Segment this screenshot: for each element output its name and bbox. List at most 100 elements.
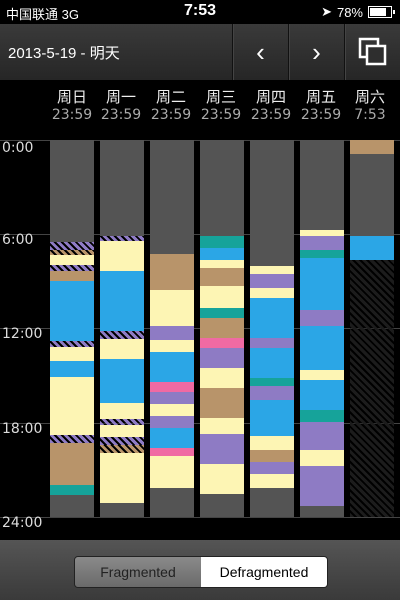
chevron-right-icon: ›: [312, 36, 321, 67]
activity-segment: [150, 140, 194, 254]
prev-day-button[interactable]: ‹: [232, 24, 288, 80]
activity-segment: [100, 236, 144, 241]
day-time: 23:59: [150, 107, 192, 123]
activity-segment: [350, 260, 394, 517]
copy-button[interactable]: [344, 24, 400, 80]
view-mode-control: Fragmented Defragmented: [74, 556, 328, 588]
activity-segment: [150, 254, 194, 290]
day-thu: 周四 23:59: [245, 80, 297, 123]
activity-segment: [250, 462, 294, 474]
activity-segment: [200, 260, 244, 268]
activity-segment: [100, 140, 144, 236]
day-timeline-column[interactable]: [50, 140, 94, 517]
activity-segment: [250, 274, 294, 288]
activity-segment: [50, 495, 94, 517]
activity-segment: [50, 443, 94, 485]
day-header: 周日 23:59 周一 23:59 周二 23:59 周三 23:59 周四 2…: [0, 80, 400, 140]
activity-segment: [300, 230, 344, 236]
day-time: 23:59: [300, 107, 342, 123]
activity-segment: [200, 464, 244, 494]
activity-segment: [250, 474, 294, 488]
activity-segment: [350, 140, 394, 154]
day-timeline-column[interactable]: [300, 140, 344, 517]
activity-segment: [300, 506, 344, 517]
activity-segment: [200, 388, 244, 418]
copy-icon: [358, 37, 386, 66]
activity-segment: [300, 140, 344, 230]
activity-segment: [150, 416, 194, 428]
activity-segment: [50, 271, 94, 281]
activity-segment: [200, 368, 244, 388]
activity-segment: [100, 359, 144, 403]
activity-segment: [150, 382, 194, 392]
status-time: 7:53: [183, 2, 217, 19]
day-timeline-column[interactable]: [350, 140, 394, 517]
activity-segment: [50, 347, 94, 361]
activity-segment: [100, 445, 144, 453]
day-sun: 周日 23:59: [46, 80, 98, 123]
battery-icon: [368, 6, 395, 18]
activity-segment: [250, 288, 294, 298]
day-time: 23:59: [200, 107, 242, 123]
activity-segment: [300, 370, 344, 380]
day-fri: 周五 23:59: [295, 80, 347, 123]
time-label: 6:00: [2, 232, 34, 248]
carrier-label: 中国联通 3G: [6, 7, 79, 22]
location-arrow-icon: ➤: [321, 4, 332, 19]
activity-segment: [150, 352, 194, 382]
activity-segment: [300, 350, 344, 370]
activity-segment: [50, 341, 94, 347]
activity-segment: [250, 436, 294, 450]
activity-segment: [150, 448, 194, 456]
activity-segment: [150, 392, 194, 404]
activity-segment: [300, 288, 344, 310]
next-day-button[interactable]: ›: [288, 24, 344, 80]
defragmented-option[interactable]: Defragmented: [201, 557, 327, 587]
activity-segment: [200, 338, 244, 348]
day-timeline-column[interactable]: [100, 140, 144, 517]
activity-segment: [150, 404, 194, 416]
day-name: 周五: [305, 89, 336, 106]
activity-segment: [150, 428, 194, 448]
fragmented-option[interactable]: Fragmented: [75, 557, 201, 587]
activity-segment: [250, 298, 294, 338]
activity-segment: [150, 456, 194, 488]
activity-segment: [250, 378, 294, 386]
day-timeline-column[interactable]: [250, 140, 294, 517]
activity-segment: [100, 271, 144, 331]
battery-percent: 78%: [336, 4, 363, 20]
activity-segment: [100, 425, 144, 437]
activity-segment: [150, 326, 194, 340]
activity-segment: [200, 236, 244, 248]
activity-segment: [50, 250, 94, 255]
day-wed: 周三 23:59: [195, 80, 247, 123]
day-name: 周四: [255, 89, 286, 106]
timeline-grid: 0:00 6:00 12:00 18:00 24:00: [0, 140, 400, 531]
activity-segment: [100, 419, 144, 425]
activity-segment: [200, 308, 244, 318]
time-label: 18:00: [2, 421, 43, 437]
day-name: 周二: [155, 89, 186, 106]
day-time: 23:59: [51, 107, 93, 123]
activity-segment: [50, 265, 94, 271]
day-timeline-column[interactable]: [200, 140, 244, 517]
activity-segment: [200, 418, 244, 434]
activity-segment: [50, 435, 94, 443]
activity-segment: [300, 236, 344, 250]
activity-segment: [150, 298, 194, 326]
activity-segment: [300, 380, 344, 410]
day-timeline-column[interactable]: [150, 140, 194, 517]
activity-segment: [300, 250, 344, 258]
activity-segment: [200, 248, 244, 260]
activity-segment: [250, 266, 294, 274]
activity-segment: [250, 400, 294, 436]
activity-segment: [50, 242, 94, 250]
day-time: 23:59: [100, 107, 142, 123]
activity-segment: [300, 410, 344, 422]
activity-segment: [100, 453, 144, 503]
activity-segment: [250, 140, 294, 266]
activity-segment: [350, 154, 394, 236]
day-mon: 周一 23:59: [95, 80, 147, 123]
activity-segment: [350, 236, 394, 260]
activity-segment: [50, 140, 94, 242]
